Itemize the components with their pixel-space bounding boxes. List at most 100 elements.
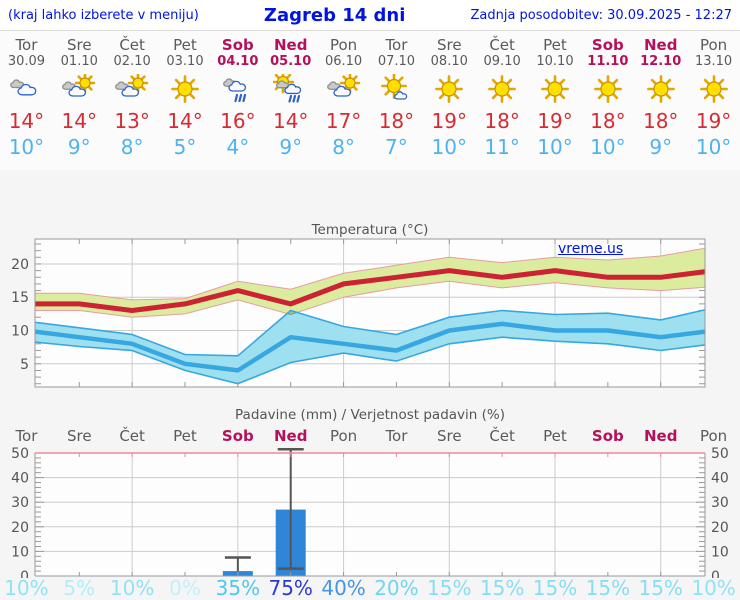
precipitation-chart-title: Padavine (mm) / Verjetnost padavin (%): [235, 407, 505, 423]
precip-day-label: Pon: [699, 427, 728, 445]
precip-day-label: Pet: [173, 427, 197, 445]
day-name: Pet: [173, 36, 197, 54]
precip-day-label-row: Tor Sre Čet Pet Sob Ned Pon Tor Sre Čet Pet Sob Ned P…: [0, 425, 740, 447]
tmin-value: 10°: [537, 135, 573, 159]
day-date: 13.10: [694, 54, 733, 69]
day-date: 05.10: [270, 54, 312, 69]
day-column[interactable]: Tor 07.10 18° 7°: [370, 31, 423, 170]
precipitation-chart: 0 0 10 10 20 20 30 30 40 40 50 50: [11, 447, 729, 578]
tmin-value: 9°: [279, 135, 303, 159]
sun-cloud-icon: [317, 72, 370, 106]
day-name: Čet: [119, 36, 145, 54]
day-name: Sob: [591, 36, 624, 54]
precip-day-label: Sre: [66, 427, 92, 445]
day-date: 03.10: [166, 54, 204, 69]
day-column[interactable]: Pon 06.10 17° 8°: [317, 31, 370, 170]
day-date: 10.10: [536, 54, 574, 69]
day-date: 01.10: [60, 54, 98, 69]
day-column[interactable]: Čet 09.10 18° 11°: [476, 31, 529, 170]
tmin-value: 5°: [173, 135, 197, 159]
day-date: 30.09: [7, 54, 46, 69]
svg-text:30: 30: [711, 495, 729, 511]
sun-cloud-icon: [53, 72, 106, 106]
precip-probability-row: 10% 5% 10% 0% 35% 75% 40% 20% 15% 15% 15% 15% 15% 10%: [0, 578, 740, 600]
svg-text:10: 10: [711, 544, 729, 560]
sun-cloud-icon: [106, 72, 159, 106]
sunny-icon: [634, 72, 687, 106]
svg-text:0: 0: [711, 569, 720, 578]
svg-text:20: 20: [11, 520, 29, 536]
day-column[interactable]: Sob 11.10 18° 10°: [581, 31, 634, 170]
tmax-value: 19°: [695, 109, 732, 133]
day-name: Ned: [273, 36, 308, 54]
day-column[interactable]: Pet 10.10 19° 10°: [529, 31, 582, 170]
day-strip: Tor 30.09 14° 10° Sre 01.10 14° 9° Čet 02.10 13° 8°…: [0, 30, 740, 170]
svg-text:5: 5: [20, 357, 29, 373]
sunny-icon: [476, 72, 529, 106]
svg-text:50: 50: [711, 447, 729, 462]
day-date: 02.10: [113, 54, 151, 69]
precip-probability-value: 10%: [109, 576, 155, 600]
day-date: 04.10: [217, 54, 259, 69]
temperature-chart: 5 10 15 20: [11, 238, 706, 388]
rain-icon: [211, 72, 264, 106]
day-column[interactable]: Sre 08.10 19° 10°: [423, 31, 476, 170]
precip-probability-value: 0%: [169, 576, 201, 600]
temperature-chart-block: Temperatura (°C) 5 10 15 20 vreme.us: [0, 222, 740, 396]
tmax-value: 19°: [537, 109, 573, 133]
day-column[interactable]: Pon 13.10 19° 10°: [687, 31, 740, 170]
precip-probability-value: 15%: [427, 576, 472, 600]
cloudy-icon: [0, 72, 53, 106]
svg-text:10: 10: [11, 544, 29, 560]
tmin-value: 9°: [649, 135, 673, 159]
precip-day-label: Tor: [15, 427, 38, 445]
precip-probability-value: 35%: [215, 576, 261, 600]
day-column[interactable]: Ned 12.10 18° 9°: [634, 31, 687, 170]
day-date: 08.10: [430, 54, 468, 69]
day-name: Čet: [489, 36, 515, 54]
precip-day-label: Pon: [329, 427, 358, 445]
tmin-value: 10°: [431, 135, 467, 159]
day-column[interactable]: Sob 04.10 16° 4°: [211, 31, 264, 170]
day-name: Pet: [543, 36, 567, 54]
page-title: Zagreb 14 dni: [263, 4, 406, 26]
svg-text:40: 40: [711, 471, 729, 487]
sunny-icon: [581, 72, 634, 106]
watermark-link[interactable]: vreme.us: [558, 241, 624, 257]
day-date: 11.10: [587, 54, 629, 69]
day-name: Pon: [699, 36, 728, 54]
precipitation-chart-block: Padavine (mm) / Verjetnost padavin (%) T…: [0, 405, 740, 600]
sunny-icon: [423, 72, 476, 106]
precip-day-label: Čet: [489, 427, 515, 445]
day-column[interactable]: Pet 03.10 14° 5°: [159, 31, 212, 170]
tmax-value: 18°: [590, 109, 626, 133]
tmin-value: 11°: [484, 135, 520, 159]
day-date: 09.10: [483, 54, 521, 69]
day-column[interactable]: Sre 01.10 14° 9°: [53, 31, 106, 170]
day-name: Ned: [643, 36, 678, 54]
svg-text:15: 15: [11, 290, 29, 306]
header: (kraj lahko izberete v meniju) Zagreb 14…: [0, 0, 740, 30]
precip-probability-value: 15%: [638, 576, 683, 600]
location-menu-note: (kraj lahko izberete v meniju): [8, 7, 199, 23]
tmin-value: 10°: [695, 135, 732, 159]
svg-text:10: 10: [11, 324, 29, 340]
day-date: 07.10: [377, 54, 416, 69]
precip-day-label: Sob: [221, 427, 254, 445]
tmax-value: 13°: [114, 109, 150, 133]
precip-day-label: Sre: [436, 427, 462, 445]
svg-text:20: 20: [711, 520, 729, 536]
tmin-value: 4°: [226, 135, 250, 159]
sun-rain-icon: [264, 72, 317, 106]
precip-day-label: Ned: [643, 427, 678, 445]
day-column[interactable]: Ned 05.10 14° 9°: [264, 31, 317, 170]
day-name: Tor: [15, 36, 38, 54]
day-name: Sre: [66, 36, 92, 54]
precip-probability-value: 15%: [585, 576, 631, 600]
day-column[interactable]: Tor 30.09 14° 10°: [0, 31, 53, 170]
tmax-value: 19°: [431, 109, 467, 133]
svg-text:0: 0: [20, 569, 29, 578]
day-name: Tor: [385, 36, 408, 54]
day-column[interactable]: Čet 02.10 13° 8°: [106, 31, 159, 170]
tmax-value: 17°: [325, 109, 362, 133]
